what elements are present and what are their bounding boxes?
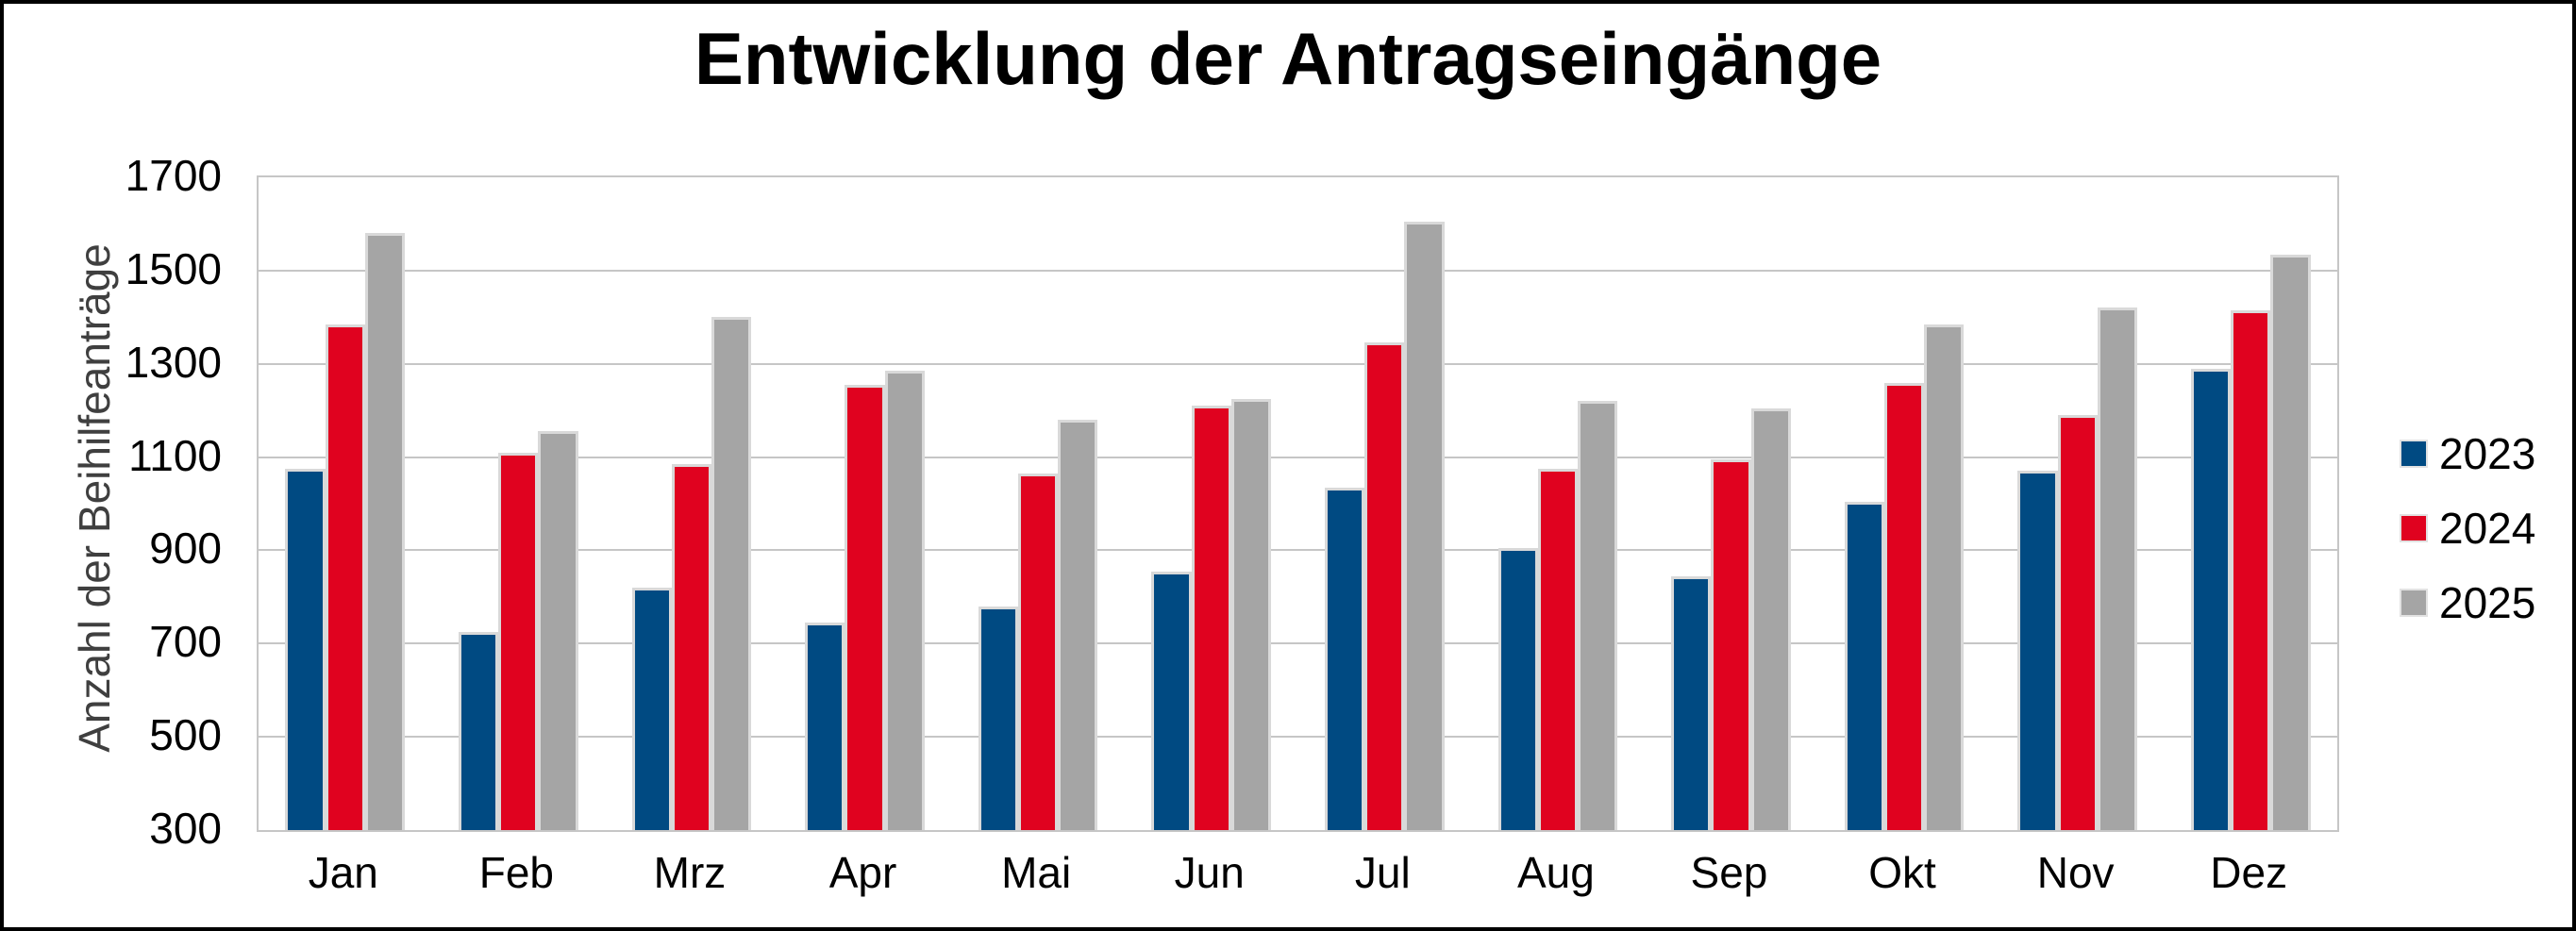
- legend-label: 2023: [2439, 429, 2536, 478]
- x-tick-label-Jan: Jan: [308, 848, 378, 897]
- bar-2024-Jul: [1364, 342, 1405, 830]
- gridline: [259, 269, 2337, 272]
- bar-2025-Mai: [1058, 420, 1098, 830]
- bar-2023-Jul: [1324, 487, 1365, 830]
- x-tick-label-Apr: Apr: [828, 848, 897, 897]
- bar-2025-Okt: [1924, 324, 1965, 830]
- gridline: [259, 456, 2337, 458]
- bar-2023-Jun: [1151, 571, 1192, 830]
- legend-item-2025: 2025: [2400, 577, 2536, 628]
- bar-2024-Aug: [1537, 468, 1578, 830]
- legend: 2023 2024 2025: [2400, 429, 2536, 628]
- bar-2025-Mrz: [711, 317, 752, 830]
- bar-2023-Apr: [805, 623, 845, 830]
- bar-2024-Okt: [1883, 382, 1925, 830]
- bar-2023-Mrz: [631, 587, 672, 830]
- legend-item-2024: 2024: [2400, 503, 2536, 554]
- bar-2025-Apr: [884, 371, 925, 830]
- gridline: [259, 642, 2337, 645]
- bar-2025-Sep: [1750, 407, 1791, 830]
- bar-2024-Nov: [2057, 415, 2098, 830]
- bar-2025-Aug: [1577, 401, 1618, 830]
- y-tick-label-700: 700: [149, 617, 222, 667]
- bar-2024-Feb: [498, 452, 539, 830]
- bar-2023-Nov: [2017, 471, 2058, 830]
- bar-2025-Jul: [1404, 221, 1445, 830]
- y-tick-label-900: 900: [149, 524, 222, 574]
- bar-2025-Dez: [2270, 254, 2311, 830]
- legend-swatch-icon: [2400, 440, 2428, 469]
- bar-2023-Okt: [1844, 501, 1884, 830]
- legend-label: 2025: [2439, 577, 2536, 627]
- legend-swatch-icon: [2400, 514, 2428, 543]
- bar-2023-Dez: [2190, 368, 2232, 830]
- bar-2025-Nov: [2097, 308, 2137, 830]
- bar-2024-Jun: [1191, 406, 1231, 830]
- y-tick-label-500: 500: [149, 710, 222, 760]
- bar-2025-Jan: [364, 233, 406, 830]
- bar-2024-Dez: [2231, 309, 2271, 830]
- x-tick-label-Sep: Sep: [1690, 848, 1768, 897]
- bar-2023-Mai: [978, 606, 1018, 830]
- y-tick-label-1700: 1700: [125, 151, 222, 200]
- bar-2024-Mrz: [671, 464, 712, 830]
- bar-2024-Apr: [845, 384, 885, 830]
- gridline: [259, 362, 2337, 365]
- legend-label: 2024: [2439, 503, 2536, 553]
- gridline: [259, 736, 2337, 739]
- y-tick-labels: 300 500 700 900 1100 1300 1500 1700: [4, 4, 222, 927]
- x-tick-label-Aug: Aug: [1516, 848, 1595, 897]
- x-tick-label-Jun: Jun: [1174, 848, 1245, 897]
- x-tick-label-Jul: Jul: [1354, 848, 1411, 897]
- bar-2025-Feb: [538, 431, 578, 830]
- chart-title: Entwicklung der Antragseingänge: [694, 17, 1882, 100]
- y-tick-label-1100: 1100: [128, 430, 222, 480]
- bar-2024-Mai: [1018, 473, 1059, 830]
- legend-swatch-icon: [2400, 589, 2428, 618]
- bar-2024-Sep: [1711, 459, 1751, 830]
- bar-2023-Feb: [459, 631, 499, 830]
- y-tick-label-1500: 1500: [125, 243, 222, 293]
- x-tick-labels: Jan Feb Mrz Apr Mai Jun Jul Aug Sep Okt Nov Dez: [257, 849, 2335, 915]
- x-tick-label-Feb: Feb: [478, 848, 555, 897]
- legend-item-2023: 2023: [2400, 429, 2536, 479]
- x-tick-label-Mrz: Mrz: [653, 848, 727, 897]
- bar-2025-Jun: [1230, 398, 1272, 830]
- bar-2023-Sep: [1671, 575, 1712, 830]
- bar-2023-Aug: [1497, 547, 1538, 830]
- x-tick-label-Dez: Dez: [2210, 848, 2288, 897]
- y-tick-label-1300: 1300: [125, 337, 222, 387]
- bar-2024-Jan: [325, 324, 365, 830]
- plot-area: [257, 175, 2339, 832]
- x-tick-label-Okt: Okt: [1868, 848, 1936, 897]
- bar-2023-Jan: [285, 468, 326, 830]
- x-tick-label-Nov: Nov: [2036, 848, 2115, 897]
- y-tick-label-300: 300: [149, 804, 222, 853]
- x-tick-label-Mai: Mai: [1001, 848, 1072, 897]
- gridline: [259, 549, 2337, 552]
